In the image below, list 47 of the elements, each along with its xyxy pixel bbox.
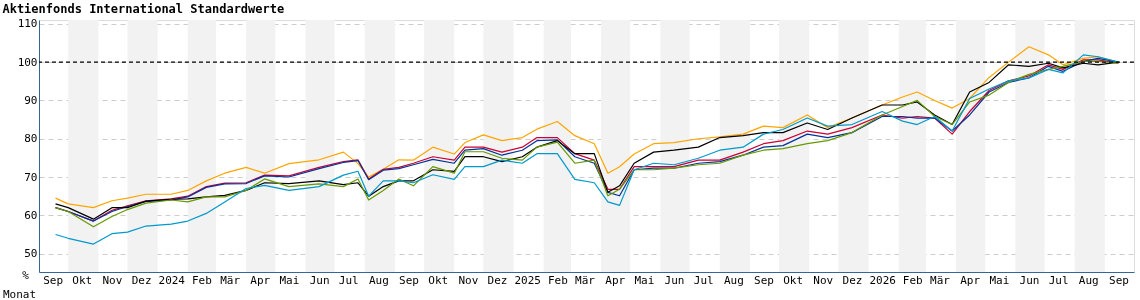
x-tick-label: Mär	[575, 273, 596, 287]
x-tick-label: Dez	[487, 273, 508, 287]
x-tick-label: Sep	[754, 273, 774, 287]
x-tick-label: Jul	[338, 273, 359, 287]
x-tick-label: Jul	[693, 273, 714, 287]
x-tick-label: Sep	[1109, 273, 1129, 287]
x-tick-label: Okt	[783, 273, 804, 287]
x-tick-label: Feb	[191, 273, 212, 287]
x-tick-label: 2026	[869, 273, 896, 287]
x-tick-label: Jun	[1019, 273, 1040, 287]
x-tick-label: Nov	[102, 273, 123, 287]
y-tick-label: 50	[24, 247, 38, 261]
x-tick-label: Apr	[250, 273, 271, 287]
x-tick-label: Aug	[368, 273, 389, 287]
x-tick-label: Jun	[664, 273, 685, 287]
x-axis-title: Monat	[2, 287, 37, 300]
y-tick-label: 70	[24, 170, 38, 184]
x-tick-label: Okt	[72, 273, 93, 287]
x-tick-label: Nov	[813, 273, 834, 287]
x-tick-label: Apr	[960, 273, 981, 287]
x-tick-label: Sep	[399, 273, 419, 287]
x-tick-label: Dez	[131, 273, 152, 287]
x-tick-label: Mai	[989, 273, 1010, 287]
x-tick-label: Jul	[1048, 273, 1069, 287]
x-tick-label: Aug	[723, 273, 744, 287]
x-tick-label: Feb	[902, 273, 923, 287]
x-tick-label: Mär	[220, 273, 241, 287]
x-tick-label: Aug	[1078, 273, 1099, 287]
y-axis-title: %	[22, 268, 30, 282]
y-tick-label: 90	[24, 93, 38, 107]
y-tick-label: 110	[17, 17, 38, 31]
y-tick-label: 60	[24, 208, 38, 222]
x-tick-label: Nov	[458, 273, 479, 287]
chart-title: Aktienfonds International Standardwerte	[2, 1, 285, 16]
y-tick-label: 80	[24, 132, 38, 146]
x-tick-label: Mai	[279, 273, 300, 287]
x-tick-label: Dez	[842, 273, 863, 287]
x-tick-label: 2024	[158, 273, 186, 287]
x-tick-label: Apr	[605, 273, 626, 287]
x-tick-label: Feb	[547, 273, 568, 287]
x-tick-label: 2025	[514, 273, 541, 287]
y-tick-label: 100	[17, 55, 38, 69]
x-tick-label: Mai	[634, 273, 655, 287]
x-tick-label: Okt	[428, 273, 449, 287]
x-tick-label: Mär	[930, 273, 951, 287]
x-tick-label: Jun	[309, 273, 330, 287]
x-tick-label: Sep	[43, 273, 64, 287]
